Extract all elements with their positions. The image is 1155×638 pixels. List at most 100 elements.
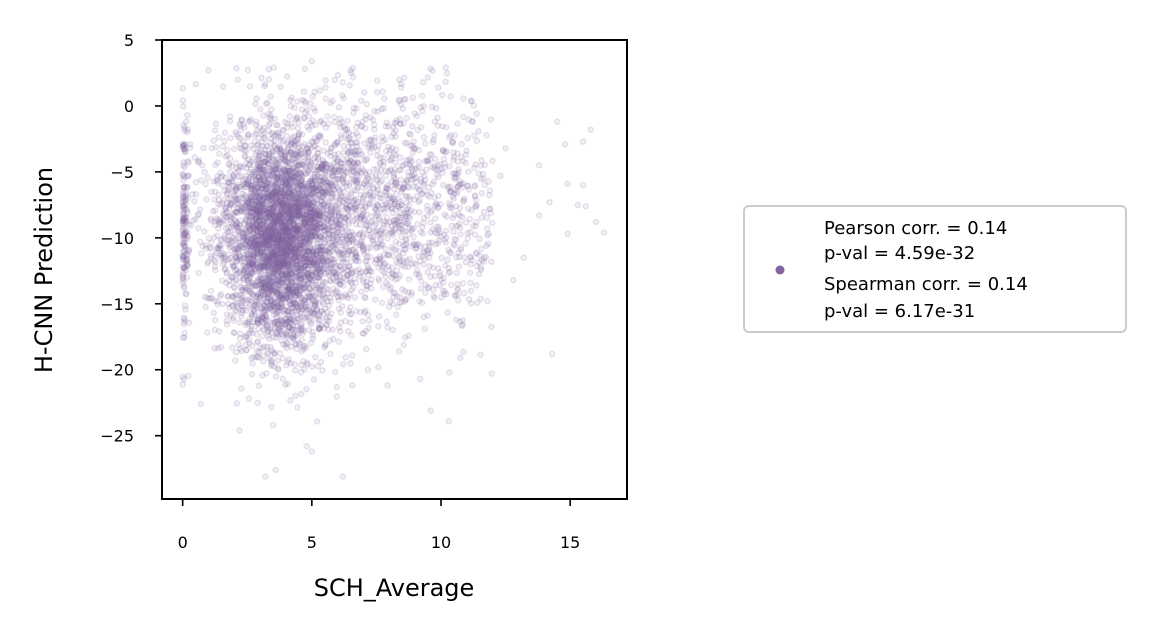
scatter-point: [340, 282, 347, 289]
scatter-point: [306, 255, 314, 263]
scatter-point: [409, 94, 417, 102]
scatter-point: [264, 255, 271, 262]
scatter-point: [269, 188, 276, 196]
scatter-point: [308, 269, 316, 277]
scatter-point: [232, 186, 239, 193]
scatter-point: [310, 376, 318, 383]
scatter-point: [291, 221, 298, 229]
scatter-point: [281, 150, 289, 157]
scatter-point: [290, 222, 298, 229]
scatter-point: [308, 363, 316, 370]
scatter-point: [347, 319, 354, 326]
scatter-point: [257, 289, 265, 297]
scatter-point: [278, 169, 285, 177]
scatter-point: [223, 146, 231, 154]
scatter-point: [337, 255, 345, 262]
scatter-point: [253, 247, 260, 255]
scatter-point: [275, 180, 282, 187]
scatter-point: [320, 247, 328, 254]
scatter-point: [249, 221, 256, 229]
scatter-point: [267, 210, 275, 217]
scatter-point: [247, 247, 255, 254]
scatter-point: [271, 141, 278, 149]
scatter-point: [328, 310, 335, 317]
scatter-point: [298, 171, 305, 178]
scatter-point: [207, 295, 215, 302]
scatter-point: [346, 233, 353, 240]
scatter-point: [323, 216, 330, 223]
scatter-point: [217, 242, 225, 249]
scatter-point: [267, 234, 274, 242]
scatter-point: [242, 241, 250, 249]
scatter-point: [285, 270, 292, 278]
scatter-point: [282, 224, 290, 231]
scatter-point: [311, 301, 319, 308]
scatter-point: [308, 257, 316, 264]
scatter-point: [282, 229, 290, 236]
scatter-point: [211, 345, 218, 352]
scatter-point: [305, 290, 312, 297]
scatter-point: [282, 251, 289, 259]
scatter-point: [270, 220, 278, 227]
scatter-point: [279, 200, 287, 207]
scatter-point: [339, 155, 347, 163]
scatter-point: [259, 197, 267, 204]
scatter-point: [328, 144, 335, 151]
scatter-point: [292, 283, 300, 291]
scatter-point: [276, 158, 283, 165]
scatter-point: [303, 385, 310, 393]
scatter-point: [242, 180, 250, 188]
scatter-point: [294, 162, 302, 169]
scatter-point: [294, 98, 301, 105]
scatter-point: [417, 285, 425, 292]
scatter-point: [302, 262, 309, 269]
scatter-point: [308, 179, 316, 187]
scatter-point: [207, 215, 215, 223]
scatter-point: [302, 108, 309, 116]
scatter-point: [285, 218, 293, 225]
scatter-point: [284, 295, 292, 302]
scatter-point: [308, 232, 316, 240]
scatter-point: [238, 116, 245, 124]
scatter-point: [257, 257, 264, 264]
scatter-point: [290, 225, 298, 233]
scatter-point: [322, 270, 329, 278]
scatter-point: [349, 217, 357, 225]
scatter-point: [292, 180, 299, 188]
scatter-point: [325, 222, 332, 229]
scatter-point: [266, 293, 273, 300]
scatter-point: [246, 169, 254, 176]
scatter-point: [256, 233, 264, 240]
scatter-point: [239, 284, 246, 292]
scatter-point: [374, 77, 381, 84]
scatter-point: [307, 232, 314, 239]
scatter-point: [283, 228, 291, 236]
scatter-point: [260, 284, 268, 292]
scatter-point: [347, 237, 355, 244]
scatter-point: [270, 363, 278, 370]
scatter-point: [284, 261, 291, 269]
scatter-point: [288, 287, 295, 294]
scatter-point: [441, 160, 448, 167]
scatter-point: [281, 381, 289, 388]
scatter-point: [300, 261, 308, 269]
scatter-point: [250, 281, 257, 288]
scatter-point: [248, 269, 256, 277]
scatter-point: [316, 176, 324, 184]
scatter-point: [289, 234, 296, 241]
scatter-point: [386, 157, 394, 164]
scatter-point: [305, 150, 312, 157]
scatter-point: [234, 196, 241, 204]
scatter-point: [262, 193, 270, 201]
scatter-point: [311, 299, 319, 306]
scatter-point: [315, 274, 322, 281]
scatter-point: [222, 225, 230, 232]
scatter-point: [246, 271, 253, 279]
scatter-point: [282, 226, 290, 234]
scatter-point: [252, 215, 259, 222]
scatter-point: [358, 97, 365, 104]
scatter-point: [317, 268, 324, 276]
scatter-point: [259, 287, 267, 295]
scatter-point: [255, 282, 263, 289]
scatter-point: [261, 343, 268, 350]
